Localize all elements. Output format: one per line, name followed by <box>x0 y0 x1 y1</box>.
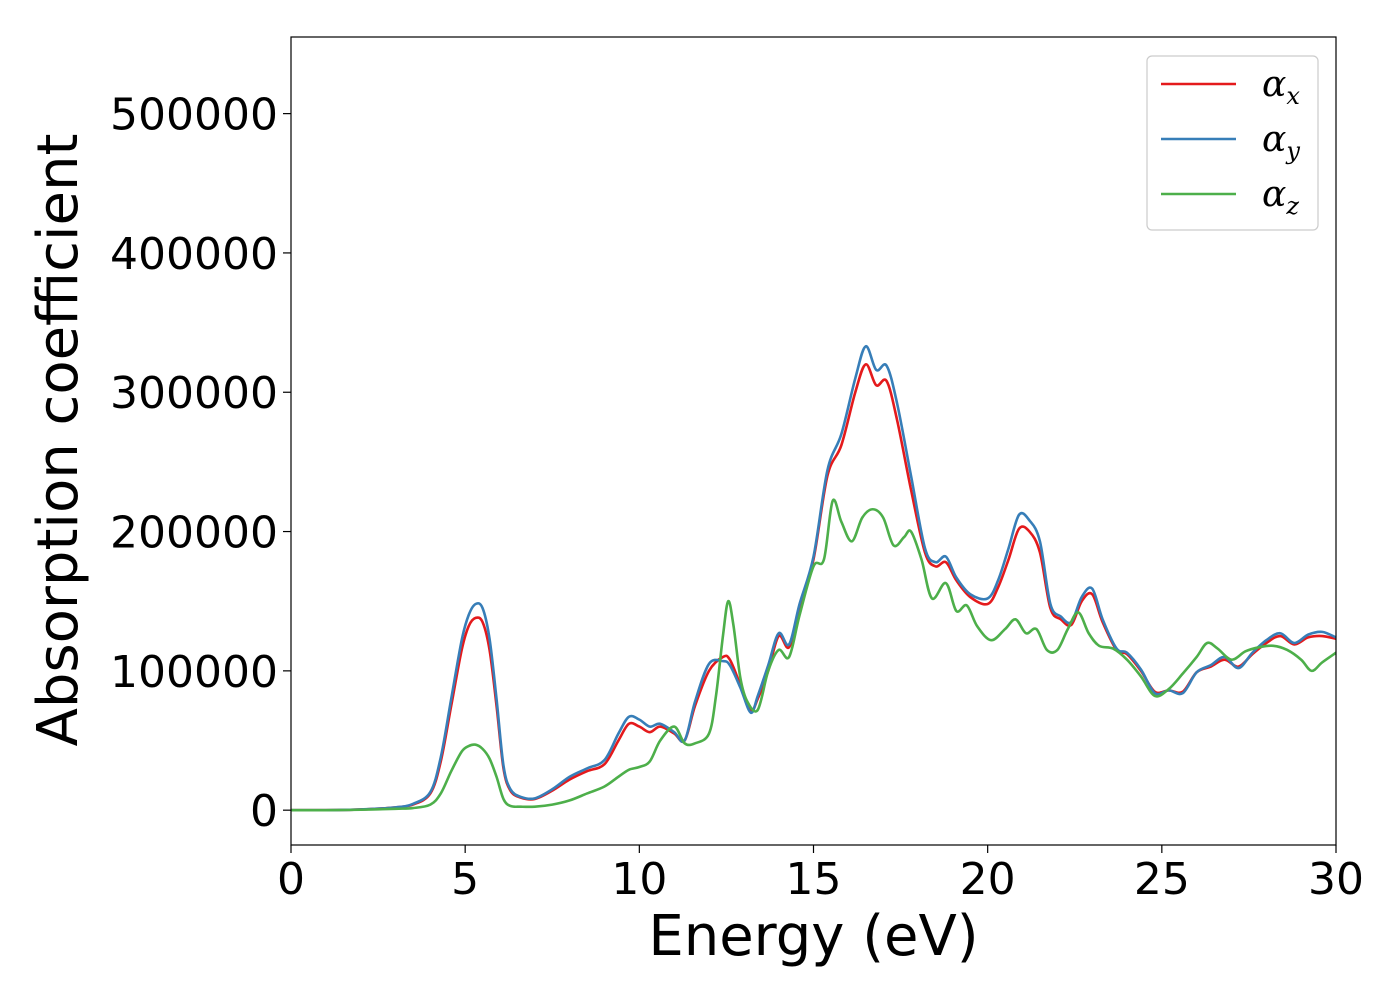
y-tick-label: 300000 <box>110 368 278 419</box>
x-tick-label: 15 <box>786 854 842 905</box>
legend-label-y: αy <box>1262 119 1300 165</box>
x-axis-label: Energy (eV) <box>648 904 978 969</box>
x-tick-label: 25 <box>1134 854 1190 905</box>
legend-box <box>1146 55 1319 231</box>
x-tick-label: 5 <box>451 854 479 905</box>
y-tick-label: 400000 <box>110 229 278 280</box>
series-line-x <box>291 363 1336 812</box>
x-tick-label: 20 <box>960 854 1016 905</box>
series-layer <box>291 344 1336 812</box>
y-axis-label: Absorption coefficient <box>26 134 91 747</box>
y-tick-label: 100000 <box>110 647 278 698</box>
series-line-z <box>291 498 1336 812</box>
y-tick-label: 200000 <box>110 508 278 559</box>
legend: αx αy αz <box>1146 55 1319 231</box>
legend-label-z: αz <box>1262 174 1299 220</box>
series-line-y <box>291 344 1336 812</box>
x-tick-label: 10 <box>611 854 667 905</box>
ticks-layer: 0 5 10 15 20 25 30 0 100000 200000 300000 400000 500… <box>110 90 1364 905</box>
x-tick-label: 0 <box>277 854 305 905</box>
y-tick-label: 500000 <box>110 90 278 141</box>
y-tick-label: 0 <box>250 786 278 837</box>
legend-label-x: αx <box>1262 64 1300 110</box>
x-tick-label: 30 <box>1308 854 1364 905</box>
